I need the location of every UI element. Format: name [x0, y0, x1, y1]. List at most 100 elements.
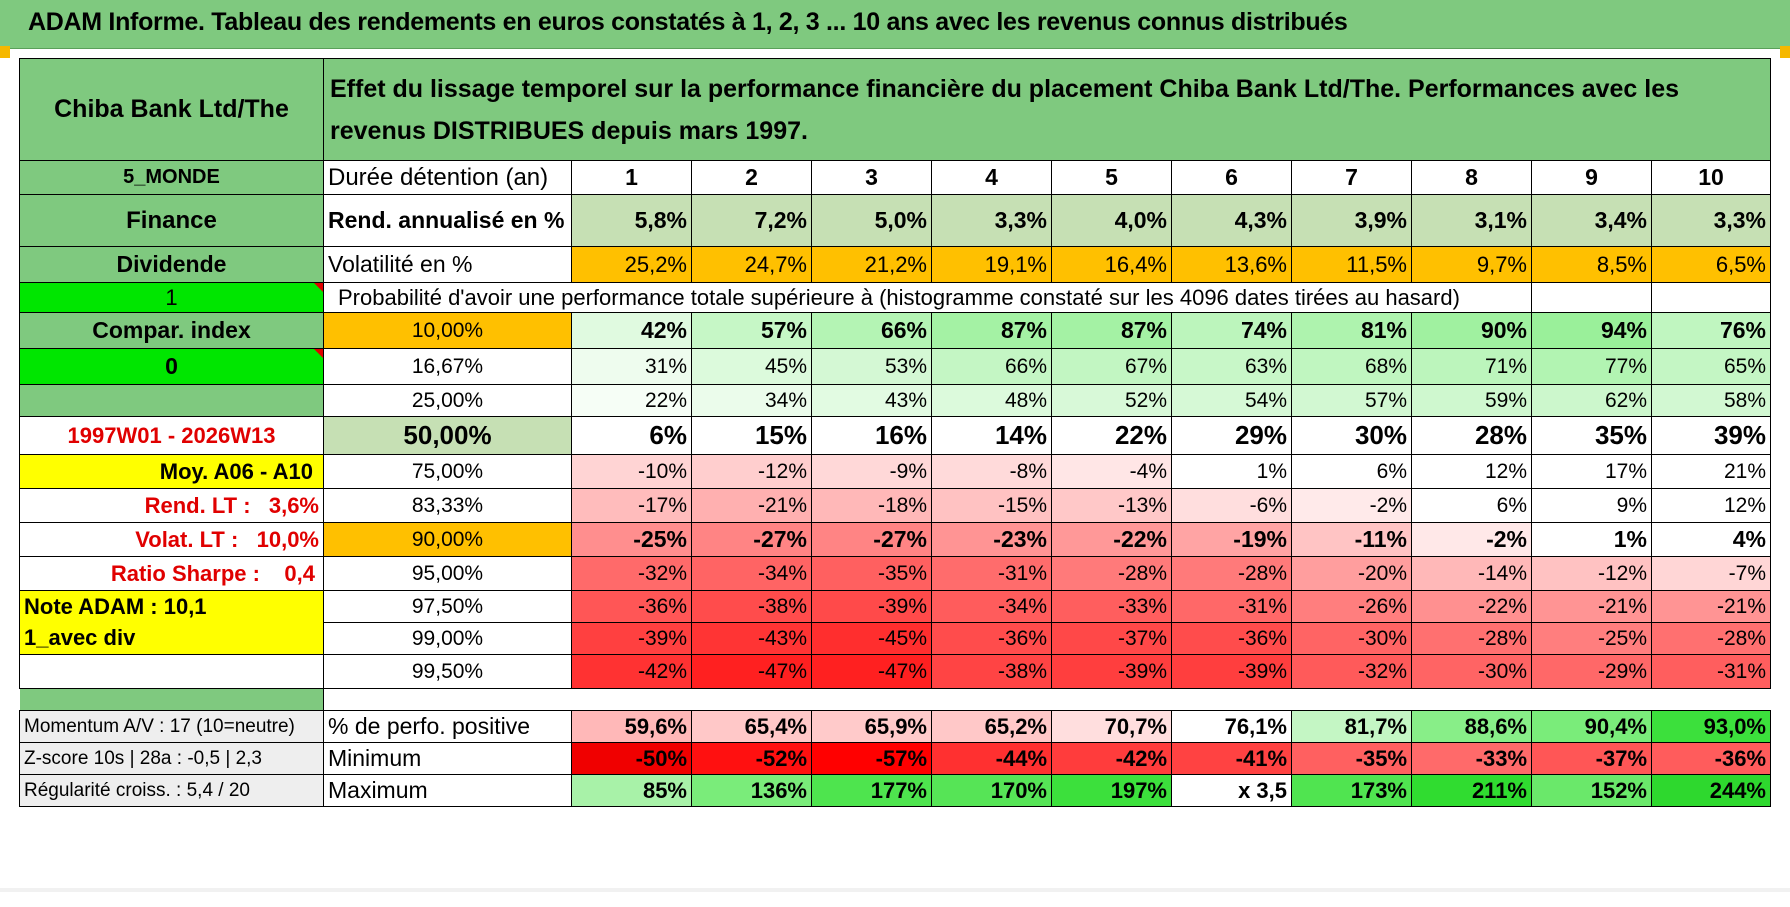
region-label: 5_MONDE: [19, 160, 324, 195]
positive-performance-label: % de perfo. positive: [323, 710, 572, 743]
spacer: [323, 688, 1771, 711]
probability-cell: 87%: [931, 312, 1052, 349]
summary-cell: 88,6%: [1411, 710, 1532, 743]
volatility-cell: 16,4%: [1051, 246, 1172, 283]
threshold-percent: 75,00%: [323, 454, 572, 489]
probability-cell: 52%: [1051, 384, 1172, 417]
summary-cell: -37%: [1531, 742, 1652, 775]
probability-cell: -22%: [1411, 590, 1532, 623]
probability-cell: 57%: [1291, 384, 1412, 417]
summary-cell: 244%: [1651, 774, 1771, 807]
summary-cell: 170%: [931, 774, 1052, 807]
summary-cell: 211%: [1411, 774, 1532, 807]
probability-cell: -31%: [1651, 654, 1771, 689]
threshold-percent: 90,00%: [323, 522, 572, 557]
threshold-percent: 99,00%: [323, 622, 572, 655]
summary-cell: 85%: [571, 774, 692, 807]
compare-index-label: Compar. index: [19, 312, 324, 349]
summary-row: Régularité croiss. : 5,4 / 20 Maximum 85% 1…: [19, 774, 1771, 807]
spacer-green: [19, 688, 324, 711]
summary-cell: -42%: [1051, 742, 1172, 775]
minimum-label: Minimum: [323, 742, 572, 775]
average-label: Moy. A06 - A10: [19, 454, 324, 489]
probability-cell: 62%: [1531, 384, 1652, 417]
probability-cell: -39%: [571, 622, 692, 655]
summary-row: Z-score 10s | 28a : -0,5 | 2,3 Minimum -50…: [19, 742, 1771, 775]
annual-return-cell: 3,3%: [931, 194, 1052, 247]
threshold-percent: 10,00%: [323, 312, 572, 349]
summary-cell: -33%: [1411, 742, 1532, 775]
threshold-percent: 99,50%: [323, 654, 572, 689]
probability-cell: -32%: [1291, 654, 1412, 689]
probability-cell: 1%: [1171, 454, 1292, 489]
probability-cell: -8%: [931, 454, 1052, 489]
probability-cell: -27%: [691, 522, 812, 557]
volatility-cell: 25,2%: [571, 246, 692, 283]
corner-marker-right: [1780, 46, 1790, 58]
duration-label: Durée détention (an): [323, 160, 572, 195]
probability-cell: -39%: [1051, 654, 1172, 689]
probability-cell: -31%: [1171, 590, 1292, 623]
momentum-label: Momentum A/V : 17 (10=neutre): [19, 710, 324, 743]
probability-header-row: 1 Probabilité d'avoir une performance tot…: [19, 282, 1771, 313]
percentile-row: 1_avec div 99,00% -39% -43% -45% -36% -37% -36%…: [19, 622, 1771, 655]
probability-cell: 6%: [1291, 454, 1412, 489]
probability-cell: -36%: [1171, 622, 1292, 655]
summary-cell: 177%: [811, 774, 932, 807]
probability-cell: -43%: [691, 622, 812, 655]
probability-cell: 29%: [1171, 416, 1292, 455]
probability-cell: 35%: [1531, 416, 1652, 455]
summary-cell: 70,7%: [1051, 710, 1172, 743]
volatility-cell: 24,7%: [691, 246, 812, 283]
probability-cell: 21%: [1651, 454, 1771, 489]
return-label: Rend. annualisé en %: [323, 194, 572, 247]
probability-cell: -12%: [1531, 556, 1652, 591]
summary-cell: -52%: [691, 742, 812, 775]
probability-cell: -27%: [811, 522, 932, 557]
year-header: 8: [1411, 160, 1532, 195]
percentile-row: Moy. A06 - A10 75,00% -10% -12% -9% -8% -4% 1% 6…: [19, 454, 1771, 489]
probability-cell: 71%: [1411, 348, 1532, 385]
probability-cell: -25%: [1531, 622, 1652, 655]
probability-cell: 54%: [1171, 384, 1292, 417]
summary-cell: x 3,5: [1171, 774, 1292, 807]
threshold-percent: 50,00%: [323, 416, 572, 455]
year-header: 4: [931, 160, 1052, 195]
probability-cell: 76%: [1651, 312, 1771, 349]
zscore-label: Z-score 10s | 28a : -0,5 | 2,3: [19, 742, 324, 775]
probability-cell: -39%: [1171, 654, 1292, 689]
probability-cell: 22%: [1051, 416, 1172, 455]
probability-cell: -36%: [931, 622, 1052, 655]
probability-cell: -28%: [1051, 556, 1172, 591]
probability-cell: -37%: [1051, 622, 1172, 655]
summary-cell: 173%: [1291, 774, 1412, 807]
summary-cell: 152%: [1531, 774, 1652, 807]
asset-description: Effet du lissage temporel sur la perform…: [323, 58, 1771, 161]
duration-row: 5_MONDE Durée détention (an) 1 2 3 4 5 6 7 8 9 10: [19, 160, 1771, 195]
annual-return-cell: 3,4%: [1531, 194, 1652, 247]
probability-cell: 12%: [1651, 488, 1771, 523]
probability-cell: -19%: [1171, 522, 1292, 557]
year-header: 10: [1651, 160, 1771, 195]
volatility-cell: 6,5%: [1651, 246, 1771, 283]
volatility-row: Dividende Volatilité en % 25,2% 24,7% 21,2% 1…: [19, 246, 1771, 283]
asset-name: Chiba Bank Ltd/The: [19, 58, 324, 161]
probability-cell: -12%: [691, 454, 812, 489]
regularity-label: Régularité croiss. : 5,4 / 20: [19, 774, 324, 807]
summary-cell: -50%: [571, 742, 692, 775]
summary-cell: -57%: [811, 742, 932, 775]
volatility-cell: 11,5%: [1291, 246, 1412, 283]
volatility-cell: 21,2%: [811, 246, 932, 283]
annual-return-cell: 4,0%: [1051, 194, 1172, 247]
summary-cell: 197%: [1051, 774, 1172, 807]
percentile-row: 1997W01 - 2026W13 50,00% 6% 15% 16% 14% 22% 29%…: [19, 416, 1771, 455]
report-title: ADAM Informe. Tableau des rendements en …: [28, 8, 1348, 36]
annual-return-cell: 4,3%: [1171, 194, 1292, 247]
probability-cell: 6%: [1411, 488, 1532, 523]
empty-cell: [1651, 282, 1771, 313]
summary-row: Momentum A/V : 17 (10=neutre)% de perfo.…: [19, 710, 1771, 743]
probability-cell: -28%: [1171, 556, 1292, 591]
probability-cell: 74%: [1171, 312, 1292, 349]
volatility-cell: 8,5%: [1531, 246, 1652, 283]
year-header: 3: [811, 160, 932, 195]
